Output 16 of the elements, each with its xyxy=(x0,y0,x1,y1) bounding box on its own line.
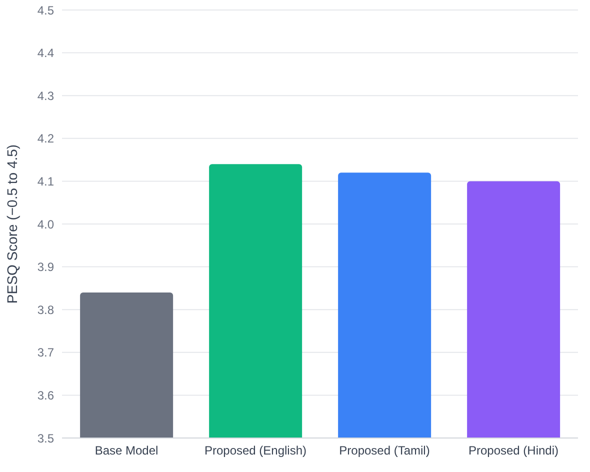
y-tick-label: 4.5 xyxy=(37,3,54,18)
y-tick-label: 4.1 xyxy=(37,174,54,188)
y-tick-label: 4.0 xyxy=(37,217,54,232)
y-tick-label: 3.7 xyxy=(37,346,54,360)
y-axis-title: PESQ Score (−0.5 to 4.5) xyxy=(4,144,20,304)
y-tick-label: 3.5 xyxy=(37,431,54,446)
x-tick-label: Proposed (Tamil) xyxy=(339,444,430,458)
x-tick-label: Base Model xyxy=(94,444,158,458)
y-tick-label: 4.2 xyxy=(37,132,54,146)
y-tick-label: 3.6 xyxy=(37,388,54,402)
x-tick-label: Proposed (English) xyxy=(204,444,307,458)
y-tick-label: 3.8 xyxy=(37,302,54,317)
x-tick-label: Proposed (Hindi) xyxy=(468,444,559,458)
y-tick-label: 4.3 xyxy=(37,88,54,103)
y-tick-label: 4.4 xyxy=(37,46,54,60)
y-tick-label: 3.9 xyxy=(37,260,54,274)
